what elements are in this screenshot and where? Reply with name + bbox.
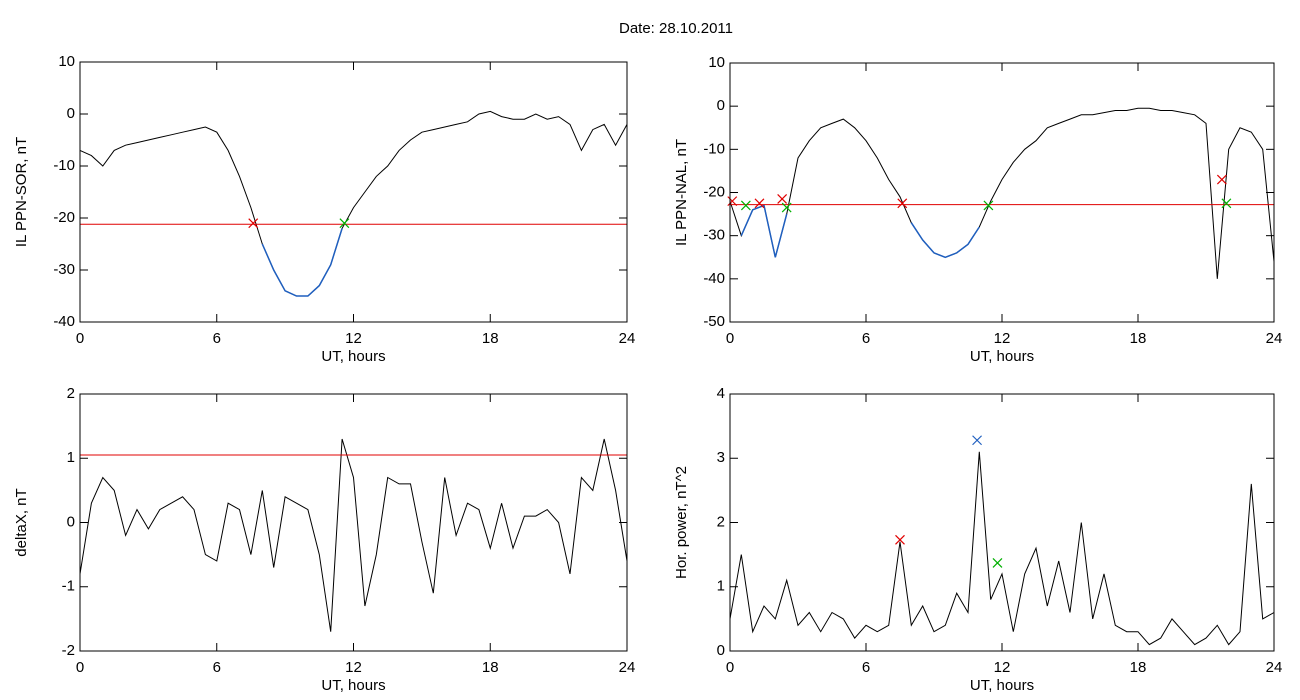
highlight-line bbox=[261, 228, 343, 297]
y-tick-label: -20 bbox=[703, 183, 725, 200]
marker bbox=[777, 194, 788, 204]
y-tick-label: 1 bbox=[717, 578, 725, 595]
y-tick-label: -1 bbox=[62, 578, 75, 595]
y-tick-label: 2 bbox=[67, 385, 75, 402]
x-tick-label: 6 bbox=[213, 330, 221, 347]
x-tick-label: 0 bbox=[76, 659, 84, 676]
x-tick-label: 12 bbox=[345, 330, 362, 347]
x-tick-label: 0 bbox=[726, 330, 734, 347]
y-tick-label: -50 bbox=[703, 313, 725, 330]
y-axis-label: deltaX, nT bbox=[13, 488, 30, 556]
marker bbox=[248, 218, 259, 229]
y-axis-label: Hor. power, nT^2 bbox=[673, 466, 690, 579]
y-tick-label: -40 bbox=[703, 270, 725, 287]
marker bbox=[754, 198, 765, 209]
marker bbox=[339, 218, 350, 229]
x-tick-label: 24 bbox=[1266, 330, 1283, 347]
x-axis-label: UT, hours bbox=[970, 348, 1034, 365]
marker bbox=[727, 196, 738, 207]
y-tick-label: 3 bbox=[717, 449, 725, 466]
y-tick-label: -30 bbox=[703, 227, 725, 244]
marker-stroke bbox=[1221, 198, 1232, 209]
y-tick-label: 4 bbox=[717, 385, 725, 402]
x-tick-label: 12 bbox=[994, 330, 1011, 347]
marker-stroke bbox=[897, 198, 908, 209]
marker bbox=[781, 202, 792, 213]
y-tick-label: 2 bbox=[717, 513, 725, 530]
marker bbox=[895, 534, 905, 545]
marker-stroke bbox=[983, 200, 994, 211]
y-tick-label: 0 bbox=[67, 105, 75, 122]
y-tick-label: -2 bbox=[62, 642, 75, 659]
page-title: Date: 28.10.2011 bbox=[619, 20, 733, 37]
marker-stroke bbox=[972, 435, 982, 446]
marker-stroke bbox=[754, 198, 765, 209]
marker-stroke bbox=[727, 196, 738, 207]
x-axis-label: UT, hours bbox=[970, 677, 1034, 694]
x-axis-label: UT, hours bbox=[321, 348, 385, 365]
data-line bbox=[79, 438, 628, 632]
x-tick-label: 6 bbox=[213, 659, 221, 676]
data-line bbox=[729, 107, 1275, 279]
y-tick-label: 0 bbox=[67, 513, 75, 530]
marker-stroke bbox=[777, 194, 788, 204]
marker-stroke bbox=[248, 218, 259, 229]
y-tick-label: 10 bbox=[708, 54, 725, 71]
marker-stroke bbox=[740, 200, 751, 211]
marker-stroke bbox=[992, 558, 1003, 568]
y-tick-label: -30 bbox=[53, 261, 75, 278]
data-line bbox=[729, 451, 1275, 646]
marker bbox=[897, 198, 908, 209]
x-tick-label: 0 bbox=[726, 659, 734, 676]
marker bbox=[740, 200, 751, 211]
y-tick-label: 10 bbox=[58, 53, 75, 70]
y-tick-label: -10 bbox=[703, 140, 725, 157]
y-tick-label: 0 bbox=[717, 97, 725, 114]
highlight-line bbox=[910, 222, 980, 259]
x-tick-label: 18 bbox=[1130, 659, 1147, 676]
marker-stroke bbox=[781, 202, 792, 213]
y-axis-label: IL PPN-NAL, nT bbox=[673, 139, 690, 246]
marker-stroke bbox=[895, 534, 905, 545]
y-tick-label: 0 bbox=[717, 642, 725, 659]
y-tick-label: 1 bbox=[67, 449, 75, 466]
marker bbox=[972, 435, 982, 446]
x-tick-label: 18 bbox=[482, 330, 499, 347]
marker-stroke bbox=[339, 218, 350, 229]
y-tick-label: -10 bbox=[53, 157, 75, 174]
highlight-line bbox=[740, 204, 788, 258]
data-line bbox=[79, 110, 628, 297]
x-tick-label: 24 bbox=[619, 330, 636, 347]
marker bbox=[992, 558, 1003, 568]
x-tick-label: 0 bbox=[76, 330, 84, 347]
x-tick-label: 24 bbox=[1266, 659, 1283, 676]
x-tick-label: 12 bbox=[345, 659, 362, 676]
x-tick-label: 6 bbox=[862, 330, 870, 347]
x-axis-label: UT, hours bbox=[321, 677, 385, 694]
marker bbox=[1216, 174, 1227, 185]
y-tick-label: -40 bbox=[53, 313, 75, 330]
y-tick-label: -20 bbox=[53, 209, 75, 226]
marker bbox=[983, 200, 994, 211]
marker bbox=[1221, 198, 1232, 209]
marker-stroke bbox=[1216, 174, 1227, 185]
x-tick-label: 18 bbox=[482, 659, 499, 676]
x-tick-label: 6 bbox=[862, 659, 870, 676]
x-tick-label: 18 bbox=[1130, 330, 1147, 347]
x-tick-label: 12 bbox=[994, 659, 1011, 676]
x-tick-label: 24 bbox=[619, 659, 636, 676]
y-axis-label: IL PPN-SOR, nT bbox=[13, 137, 30, 247]
